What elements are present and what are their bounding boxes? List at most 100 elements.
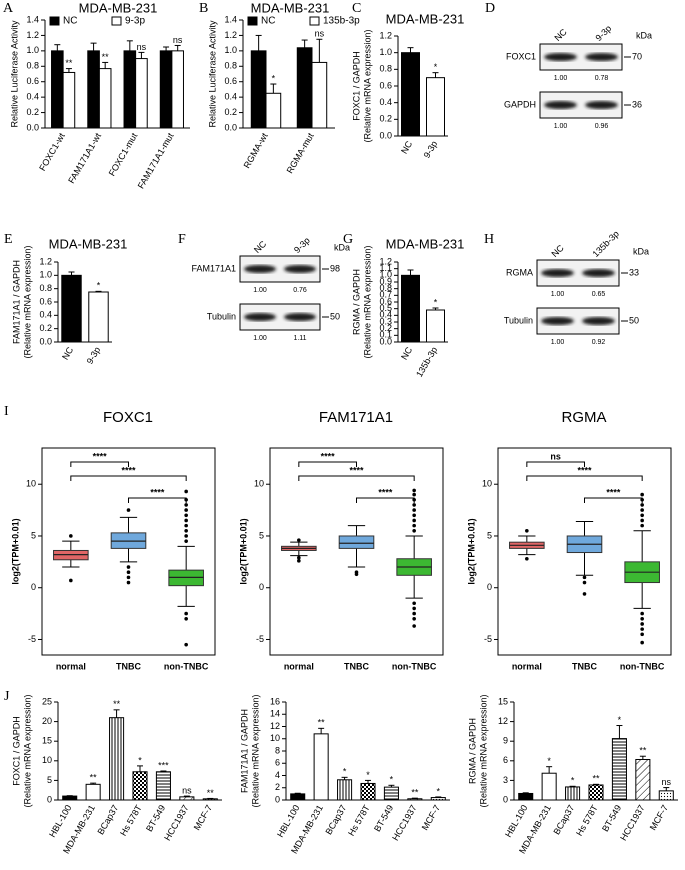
significance-label: ****	[93, 451, 108, 461]
quant-label: 0.92	[592, 339, 606, 346]
y-tick-label: 1.0	[224, 45, 237, 55]
quant-label: 1.00	[551, 291, 565, 298]
significance-label: *	[434, 297, 438, 307]
y-tick-label: 0	[47, 794, 52, 804]
outlier	[640, 513, 644, 518]
x-tick-label: HBL-100	[275, 803, 301, 839]
bar	[658, 790, 674, 801]
y-tick-label: 3	[503, 775, 508, 785]
x-tick-label: Hs 578T	[118, 803, 144, 838]
y-tick-label: 1.0	[379, 47, 392, 57]
y-tick-label: 0.4	[379, 97, 392, 107]
outlier	[640, 492, 644, 497]
y-tick-label: 0.6	[379, 296, 392, 306]
outlier	[184, 611, 188, 616]
panel-label: I	[4, 404, 9, 419]
outlier	[184, 489, 188, 494]
y-tick-label: 0.2	[224, 107, 237, 117]
legend-label: 9-3p	[125, 16, 145, 27]
outlier	[640, 508, 644, 512]
significance-label: *	[138, 755, 142, 765]
y-tick-label: 0	[503, 794, 508, 804]
bar	[155, 771, 171, 801]
y-tick-label: 10	[42, 755, 52, 765]
outlier	[184, 523, 188, 528]
significance-label: ns	[182, 785, 192, 795]
y-tick-label: 5	[31, 530, 36, 540]
y-tick-label: -5	[256, 634, 264, 644]
significance-label: ns	[137, 42, 147, 52]
lane-label: 9-3p	[594, 23, 614, 43]
y-tick-label: 0	[31, 582, 36, 592]
x-tick-label: non-TNBC	[164, 661, 209, 671]
bar	[588, 784, 604, 801]
bar	[635, 758, 651, 801]
y-tick-label: 0.8	[379, 64, 392, 74]
y-axis-label: (Relative mRNA expression)	[362, 245, 372, 358]
significance-bracket	[526, 475, 643, 481]
y-tick-label: 0.0	[379, 130, 392, 140]
x-tick-label: BCap37	[551, 803, 576, 836]
y-axis-label: (Relative mRNA expression)	[362, 29, 372, 142]
outlier	[640, 627, 644, 631]
panel-label: E	[4, 232, 13, 247]
y-axis-label: (Relative mRNA expression)	[22, 694, 32, 807]
outlier	[412, 518, 416, 523]
significance-label: *	[390, 775, 394, 785]
marker-label: 50	[330, 311, 340, 321]
outlier	[582, 580, 587, 585]
significance-label: ****	[321, 451, 336, 461]
y-tick-label: 0.2	[26, 107, 39, 117]
x-tick-label: normal	[56, 661, 86, 671]
y-tick-label: 0.8	[224, 61, 237, 71]
y-tick-label: 1.0	[39, 270, 52, 280]
significance-label: **	[411, 788, 419, 798]
y-tick-label: -5	[484, 634, 492, 644]
marker-label: 33	[629, 267, 639, 277]
y-tick-label: 0.2	[379, 323, 392, 333]
x-tick-label: NC	[399, 345, 414, 362]
y-tick-label: 10	[270, 733, 280, 743]
outlier	[412, 488, 416, 493]
y-tick-label: 0.8	[379, 283, 392, 293]
legend-label: NC	[63, 16, 77, 27]
band	[244, 313, 276, 321]
bar	[159, 50, 173, 129]
x-tick-label: NC	[60, 345, 75, 362]
quant-label: 1.00	[253, 335, 267, 342]
significance-label: *	[434, 62, 438, 72]
significance-label: **	[90, 773, 98, 783]
outlier	[354, 570, 359, 574]
outlier	[412, 606, 416, 611]
y-axis-label: log2(TPM+0.01)	[10, 518, 20, 584]
y-tick-label: 15	[42, 736, 52, 746]
bar	[611, 738, 627, 801]
panel-label: H	[484, 232, 494, 247]
plot-frame	[41, 447, 216, 656]
significance-bracket	[584, 497, 643, 503]
bar	[565, 786, 581, 801]
quant-label: 1.00	[554, 123, 568, 130]
marker-label: 36	[632, 99, 642, 109]
band	[544, 53, 577, 61]
x-tick-label: 9-3p	[422, 139, 440, 160]
y-tick-label: 0.8	[26, 61, 39, 71]
x-tick-label: FAM171A1-wt	[66, 131, 103, 185]
y-tick-label: 1.2	[26, 30, 39, 40]
significance-bracket	[298, 461, 357, 467]
quant-label: 0.78	[595, 75, 609, 82]
x-tick-label: 9-3p	[85, 345, 103, 366]
outlier	[640, 518, 644, 523]
y-tick-label: 0	[487, 582, 492, 592]
panel-label: G	[343, 232, 353, 247]
significance-label: *	[343, 767, 347, 777]
legend-swatch	[49, 16, 60, 26]
y-tick-label: 6	[275, 758, 280, 768]
bar	[313, 733, 329, 801]
y-axis-label: FAM171A1 / GAPDH	[239, 709, 249, 793]
bar	[109, 717, 125, 801]
significance-label: **	[639, 746, 647, 756]
band	[244, 265, 276, 273]
x-tick-label: TNBC	[344, 661, 369, 671]
outlier	[640, 616, 644, 621]
